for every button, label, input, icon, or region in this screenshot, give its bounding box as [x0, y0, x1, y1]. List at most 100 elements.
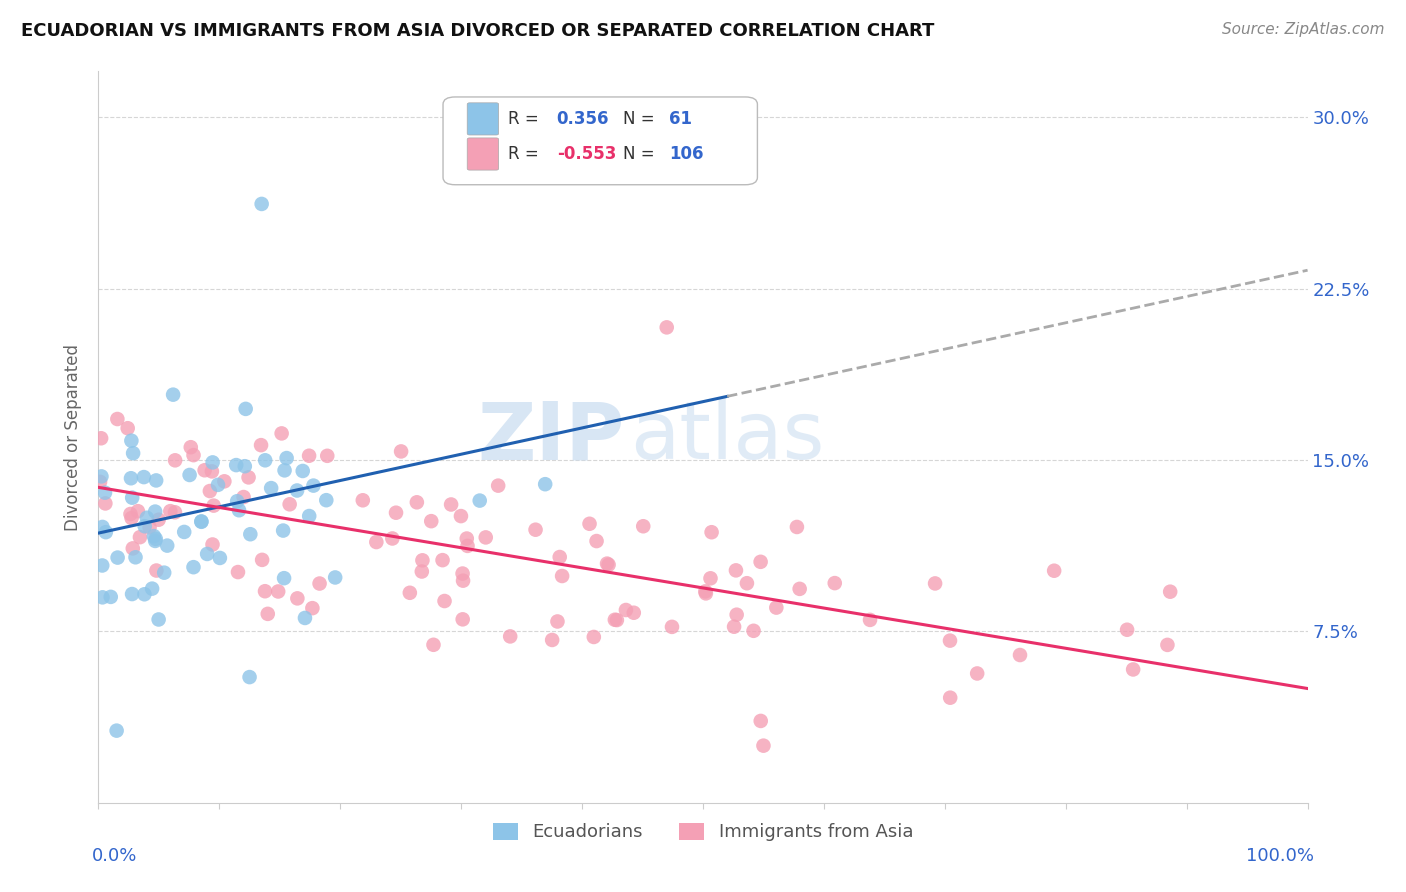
- Point: [534, 477, 557, 491]
- Point: [207, 478, 229, 492]
- Point: [239, 670, 262, 684]
- Point: [316, 449, 339, 463]
- Point: [105, 723, 128, 738]
- Point: [468, 493, 491, 508]
- Point: [742, 624, 765, 638]
- Point: [302, 478, 325, 492]
- Point: [432, 553, 454, 567]
- Text: 61: 61: [669, 110, 692, 128]
- Point: [315, 493, 337, 508]
- Point: [278, 497, 301, 511]
- Point: [121, 541, 143, 556]
- Point: [91, 558, 114, 573]
- Point: [138, 520, 160, 534]
- Point: [256, 607, 278, 621]
- Point: [141, 582, 163, 596]
- Point: [749, 555, 772, 569]
- Point: [90, 431, 112, 445]
- Text: 100.0%: 100.0%: [1246, 847, 1313, 864]
- Point: [765, 600, 787, 615]
- Point: [474, 530, 496, 544]
- Legend: Ecuadorians, Immigrants from Asia: Ecuadorians, Immigrants from Asia: [485, 815, 921, 848]
- Point: [749, 714, 772, 728]
- Point: [939, 690, 962, 705]
- Point: [198, 483, 221, 498]
- Point: [208, 551, 231, 566]
- Point: [91, 520, 114, 534]
- Point: [614, 603, 637, 617]
- Point: [173, 524, 195, 539]
- Point: [724, 563, 747, 577]
- Point: [551, 569, 574, 583]
- Point: [250, 438, 273, 452]
- Point: [201, 455, 224, 469]
- Text: 0.0%: 0.0%: [93, 847, 138, 864]
- Point: [94, 496, 117, 510]
- Text: N =: N =: [623, 145, 655, 163]
- Point: [699, 571, 721, 585]
- Point: [859, 613, 882, 627]
- Point: [232, 490, 254, 504]
- Point: [725, 607, 748, 622]
- Point: [190, 515, 212, 529]
- Point: [153, 566, 176, 580]
- Point: [623, 606, 645, 620]
- Point: [214, 475, 236, 489]
- Point: [582, 630, 605, 644]
- Point: [120, 471, 142, 485]
- Point: [546, 615, 568, 629]
- Point: [298, 449, 321, 463]
- Point: [165, 453, 187, 467]
- Point: [201, 464, 224, 478]
- Point: [752, 739, 775, 753]
- FancyBboxPatch shape: [467, 138, 499, 170]
- Point: [405, 495, 427, 509]
- Point: [276, 451, 298, 466]
- FancyBboxPatch shape: [467, 103, 499, 135]
- Point: [159, 504, 181, 518]
- FancyBboxPatch shape: [443, 97, 758, 185]
- Point: [273, 463, 295, 477]
- Point: [631, 519, 654, 533]
- Point: [120, 434, 142, 448]
- Point: [129, 530, 152, 544]
- Point: [250, 197, 273, 211]
- Point: [267, 584, 290, 599]
- Point: [440, 498, 463, 512]
- Text: N =: N =: [623, 110, 655, 128]
- Point: [183, 560, 205, 574]
- Point: [100, 590, 122, 604]
- Point: [195, 547, 218, 561]
- Point: [121, 587, 143, 601]
- Point: [135, 510, 157, 524]
- Point: [183, 448, 205, 462]
- Point: [695, 586, 717, 600]
- Point: [1159, 584, 1181, 599]
- Point: [201, 537, 224, 551]
- Point: [451, 612, 474, 626]
- Point: [301, 601, 323, 615]
- Point: [238, 470, 260, 484]
- Point: [308, 576, 330, 591]
- Point: [194, 463, 217, 477]
- Point: [143, 533, 166, 548]
- Point: [385, 506, 408, 520]
- Point: [596, 557, 619, 571]
- Point: [548, 549, 571, 564]
- Point: [352, 493, 374, 508]
- Point: [285, 483, 308, 498]
- Point: [89, 475, 111, 489]
- Point: [253, 584, 276, 599]
- Point: [235, 401, 257, 416]
- Point: [145, 474, 167, 488]
- Point: [1116, 623, 1139, 637]
- Point: [270, 426, 292, 441]
- Text: ECUADORIAN VS IMMIGRANTS FROM ASIA DIVORCED OR SEPARATED CORRELATION CHART: ECUADORIAN VS IMMIGRANTS FROM ASIA DIVOR…: [21, 22, 935, 40]
- Point: [105, 412, 128, 426]
- Point: [143, 505, 166, 519]
- Point: [398, 586, 420, 600]
- Point: [91, 591, 114, 605]
- Point: [457, 539, 479, 553]
- Point: [298, 509, 321, 524]
- Point: [94, 485, 117, 500]
